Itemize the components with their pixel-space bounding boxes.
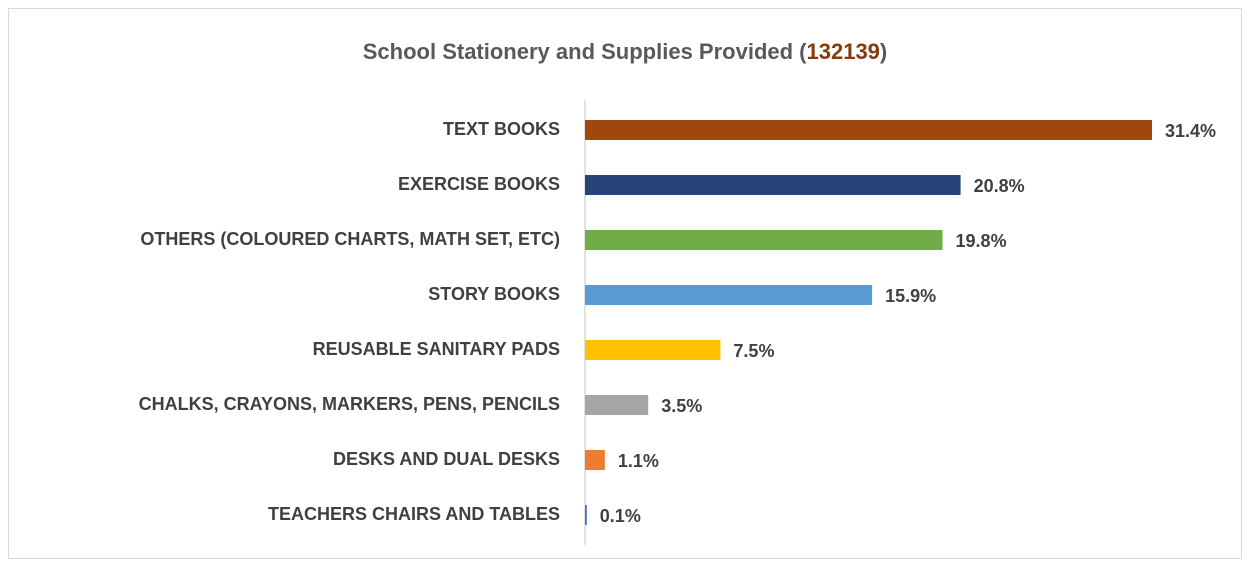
data-label: 15.9% <box>885 286 936 306</box>
title-part: 132139 <box>807 39 880 64</box>
category-label: TEACHERS CHAIRS AND TABLES <box>268 504 560 524</box>
category-label: TEXT BOOKS <box>443 119 560 139</box>
category-label: STORY BOOKS <box>428 284 560 304</box>
bar <box>585 175 961 195</box>
bar <box>585 285 873 305</box>
bar <box>585 450 605 470</box>
data-label: 7.5% <box>733 341 774 361</box>
data-label: 3.5% <box>661 396 702 416</box>
chart-title: School Stationery and Supplies Provided … <box>363 39 888 64</box>
data-label: 1.1% <box>618 451 659 471</box>
bar <box>585 505 587 525</box>
category-label: CHALKS, CRAYONS, MARKERS, PENS, PENCILS <box>139 394 560 414</box>
category-label: REUSABLE SANITARY PADS <box>313 339 560 359</box>
bar <box>585 395 649 415</box>
data-label: 0.1% <box>600 506 641 526</box>
data-label: 19.8% <box>956 231 1007 251</box>
bar <box>585 120 1152 140</box>
data-label: 20.8% <box>974 176 1025 196</box>
category-label: OTHERS (COLOURED CHARTS, MATH SET, ETC) <box>140 229 560 249</box>
category-label: DESKS AND DUAL DESKS <box>333 449 560 469</box>
title-part: School Stationery and Supplies Provided … <box>363 39 807 64</box>
data-label: 31.4% <box>1165 121 1216 141</box>
category-label: EXERCISE BOOKS <box>398 174 560 194</box>
chart-frame <box>8 8 1242 559</box>
bar <box>585 230 943 250</box>
bar <box>585 340 721 360</box>
title-part: ) <box>880 39 887 64</box>
